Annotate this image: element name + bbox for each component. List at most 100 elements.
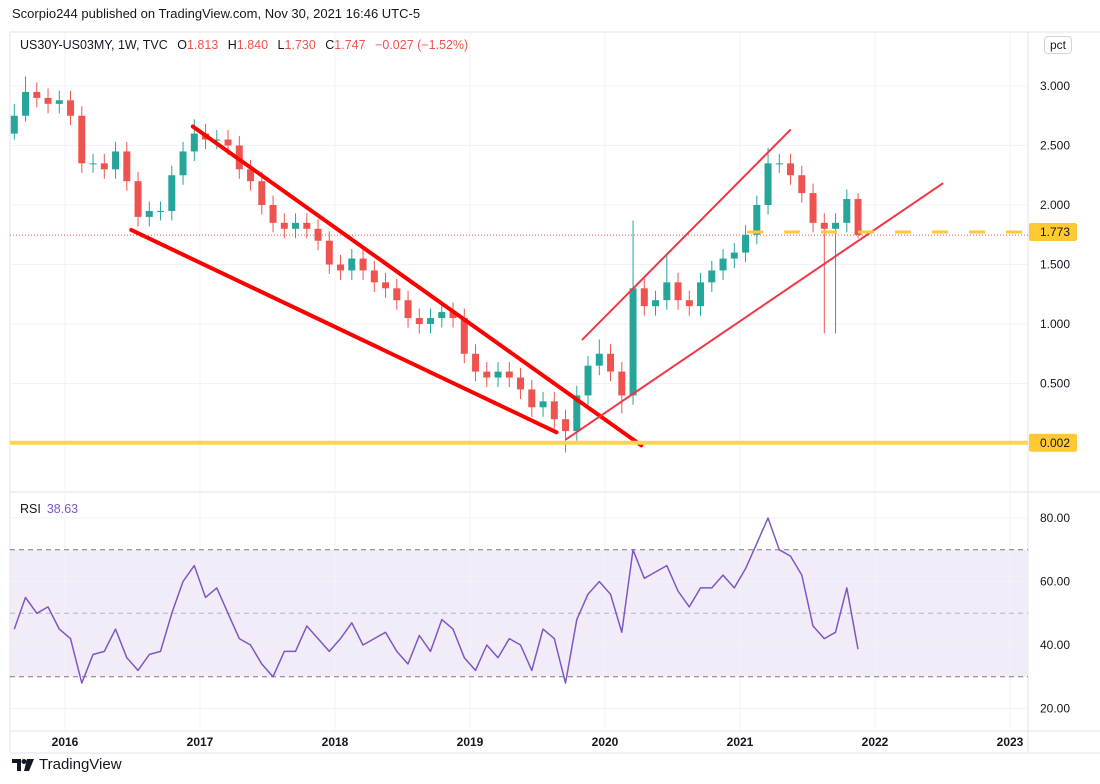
candle-body [494,371,502,378]
tradingview-logo-icon [12,758,34,771]
candle [258,171,266,215]
candle [663,254,671,310]
low-value: 1.730 [284,38,316,52]
candle-body [483,371,491,378]
high-value: 1.840 [236,38,269,52]
candle-body [33,91,41,98]
candle [67,90,75,126]
rsi-tick-label: 60.00 [1040,575,1070,589]
candle [798,165,806,203]
candle [595,339,603,376]
candle-body [415,318,423,324]
candle [775,153,783,173]
candle-body [775,163,783,165]
candle-body [280,222,288,229]
rsi-tick-label: 40.00 [1040,638,1070,652]
candle-body [22,91,30,116]
high-label: H [227,38,237,52]
candle [337,254,345,280]
candle-body [213,139,221,141]
candle [123,141,131,191]
symbol-name[interactable]: US30Y-US03MY, 1W, TVC [20,38,168,52]
trendline [581,129,792,341]
candle [640,278,648,316]
candle [370,260,378,292]
candle-body [100,163,108,170]
candle-body [640,288,648,307]
price-tick-label: 1.000 [1040,317,1070,331]
candle-body [843,199,851,223]
candle [550,391,558,429]
candle-body [787,163,795,176]
candle-body [629,288,637,396]
candle [89,153,97,173]
price-tick-label: 3.000 [1040,79,1070,93]
candle-body [764,163,772,205]
candle [359,249,367,280]
scale-mode-button[interactable]: pct [1044,36,1073,54]
candle-body [78,115,86,164]
candle [325,231,333,275]
candle-body [472,353,480,372]
candle [427,308,435,334]
change-value: −0.027 (−1.52%) [375,38,469,52]
candle-body [179,151,187,176]
candle-body [674,282,682,301]
rsi-label: RSI [20,502,41,516]
candle-body [697,282,705,307]
candle [697,272,705,316]
candle-body [663,282,671,301]
trendline [564,182,944,441]
time-tick-label: 2016 [52,735,79,749]
symbol-legend: US30Y-US03MY, 1W, TVC O1.813 H1.840 L1.7… [20,38,474,52]
candle-body [269,205,277,223]
price-label-bg [1029,223,1077,242]
candle-body [258,181,266,205]
candle [517,368,525,399]
candle-body [168,175,176,211]
publish-info: Scorpio244 published on TradingView.com,… [12,6,421,21]
time-tick-label: 2022 [862,735,889,749]
candle-body [573,395,581,432]
candle-body [123,151,131,182]
candle-body [370,270,378,283]
candle [179,141,187,185]
candle-body [337,264,345,271]
time-tick-label: 2021 [727,735,754,749]
rsi-legend: RSI 38.63 [20,502,78,516]
candle [674,272,682,310]
candle-body [145,210,153,217]
open-value: 1.813 [186,38,219,52]
candle-body [303,222,311,229]
candle-body [820,222,828,229]
candle [44,88,52,114]
candle [145,201,153,227]
tradingview-logo[interactable]: TradingView [12,756,122,773]
candle [33,82,41,108]
candle-body [652,300,660,307]
candle [730,243,738,269]
candle-body [449,312,457,319]
candle-body [382,282,390,289]
candle [415,308,423,334]
candle [505,362,513,388]
candle-body [584,365,592,396]
candle-body [247,169,255,182]
candle [685,290,693,316]
rsi-tick-label: 80.00 [1040,511,1070,525]
candle-body [44,97,52,104]
candle [449,302,457,328]
candle-body [438,312,446,319]
candle-body [112,151,120,170]
candle-body [292,222,300,229]
candle-body [708,270,716,283]
trendline [129,227,559,435]
candle-body [55,100,63,104]
candle-body [190,133,198,152]
candle-body [730,252,738,259]
candle-body [809,193,817,223]
candle-body [539,401,547,408]
price-tick-label: 1.500 [1040,258,1070,272]
candle [55,90,63,114]
